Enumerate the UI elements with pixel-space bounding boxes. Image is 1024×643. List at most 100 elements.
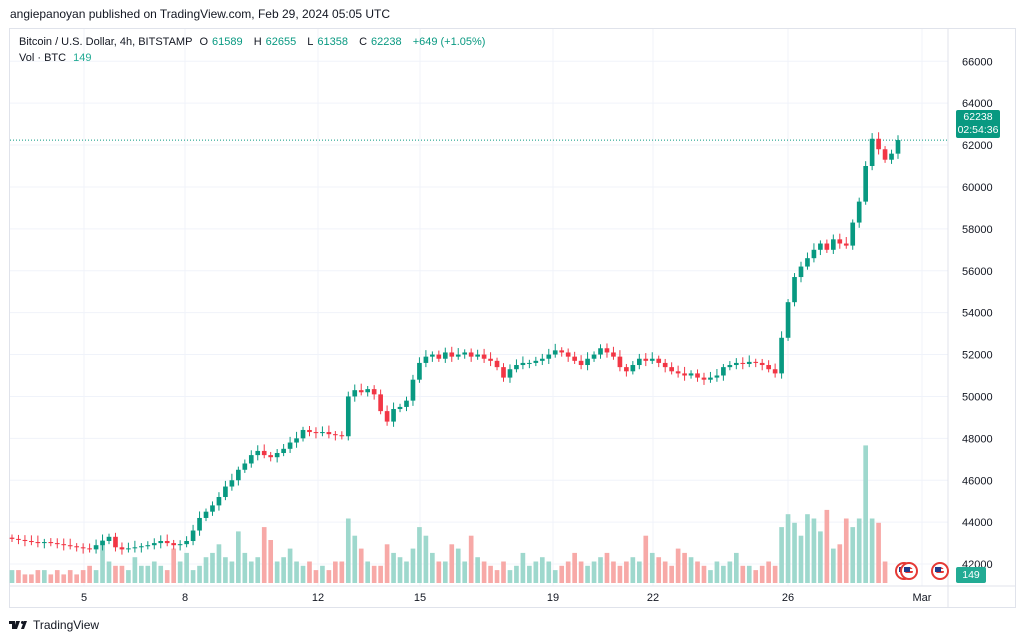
volume-bar	[604, 552, 610, 583]
candle-body	[313, 432, 319, 434]
volume-bar	[378, 565, 383, 583]
volume-bar	[158, 565, 164, 583]
volume-bar	[106, 561, 112, 583]
candle-body	[255, 450, 261, 456]
volume-bar	[48, 574, 54, 583]
candle-body	[9, 537, 15, 539]
volume-bar	[863, 445, 868, 583]
volume-bar	[371, 565, 377, 583]
candle-body	[462, 352, 468, 355]
volume-bar	[624, 561, 629, 583]
candle-body	[772, 369, 778, 374]
volume-bar	[824, 509, 830, 583]
candle-body	[798, 266, 804, 278]
candle-body	[287, 442, 293, 449]
candle-body	[565, 352, 571, 357]
volume-bar	[546, 561, 552, 583]
candle-body	[604, 348, 610, 353]
candle-body	[281, 448, 286, 454]
chart-frame[interactable]	[9, 28, 1016, 608]
volume-bar	[831, 548, 836, 583]
candle-body	[100, 541, 105, 546]
us-flag-icon[interactable]	[931, 562, 949, 580]
candle-body	[675, 371, 681, 374]
candle-body	[727, 365, 733, 368]
volume-legend: Vol · BTC 149	[19, 50, 489, 66]
candle-body	[106, 536, 112, 542]
candle-body	[546, 354, 552, 359]
volume-bar	[80, 570, 86, 583]
candle-body	[572, 356, 577, 361]
open-value: O 61589	[199, 36, 243, 48]
volume-bar	[876, 522, 881, 583]
volume-bar	[714, 561, 720, 583]
volume-bar	[721, 565, 726, 583]
volume-bar	[184, 552, 189, 583]
candle-body	[578, 360, 584, 366]
candle-body	[869, 138, 875, 166]
candle-body	[216, 497, 222, 506]
candle-body	[139, 546, 144, 548]
candle-body	[649, 358, 655, 361]
candle-body	[430, 354, 435, 357]
volume-bar	[119, 565, 125, 583]
candle-body	[520, 362, 526, 366]
volume-bar	[67, 570, 73, 583]
y-tick-label: 44000	[962, 517, 993, 529]
volume-bar	[656, 557, 662, 583]
volume-bar	[300, 565, 306, 583]
us-flag-icon[interactable]	[900, 562, 918, 580]
volume-bar	[29, 574, 34, 583]
volume-bar	[22, 574, 28, 583]
volume-bar	[759, 565, 765, 583]
candle-body	[132, 547, 138, 549]
volume-bar	[598, 557, 603, 583]
symbol-title: Bitcoin / U.S. Dollar, 4h, BITSTAMP	[19, 36, 193, 48]
low-value: L 61358	[307, 36, 349, 48]
volume-bar	[856, 518, 862, 583]
volume-bar	[223, 557, 228, 583]
x-tick-label: 5	[81, 592, 87, 604]
x-tick-label: 26	[782, 592, 794, 604]
y-tick-label: 46000	[962, 475, 993, 487]
candle-body	[766, 365, 771, 370]
candle-body	[294, 438, 299, 443]
x-tick-label: 22	[647, 592, 659, 604]
volume-bar	[391, 552, 396, 583]
volume-bar	[281, 557, 286, 583]
volume-bar	[507, 570, 513, 583]
volume-bar	[843, 518, 849, 583]
candle-body	[307, 429, 312, 433]
candle-body	[54, 543, 60, 545]
candle-body	[688, 373, 694, 376]
candle-body	[630, 365, 636, 372]
candle-body	[824, 243, 830, 250]
candle-body	[488, 358, 493, 361]
volume-bar	[649, 552, 655, 583]
candle-body	[708, 377, 713, 380]
volume-bar	[552, 570, 558, 583]
candle-body	[843, 243, 849, 246]
volume-bar	[559, 565, 565, 583]
candle-body	[151, 543, 157, 546]
candle-body	[248, 455, 254, 464]
candle-body	[410, 379, 416, 401]
volume-bar	[274, 561, 280, 583]
volume-bar	[236, 531, 241, 583]
volume-bar	[93, 570, 99, 583]
candle-body	[145, 545, 151, 547]
high-value: H 62655	[253, 36, 297, 48]
footer-branding[interactable]: TradingView	[9, 618, 99, 632]
candle-body	[197, 517, 202, 531]
candle-body	[759, 362, 765, 366]
y-tick-label: 50000	[962, 391, 993, 403]
candle-body	[785, 302, 791, 338]
candle-body	[417, 362, 422, 380]
candle-body	[223, 486, 228, 498]
volume-bar	[210, 552, 215, 583]
candle-body	[113, 536, 118, 548]
volume-bar	[345, 518, 351, 583]
volume-tag: 149	[956, 567, 986, 583]
volume-bar	[740, 565, 746, 583]
